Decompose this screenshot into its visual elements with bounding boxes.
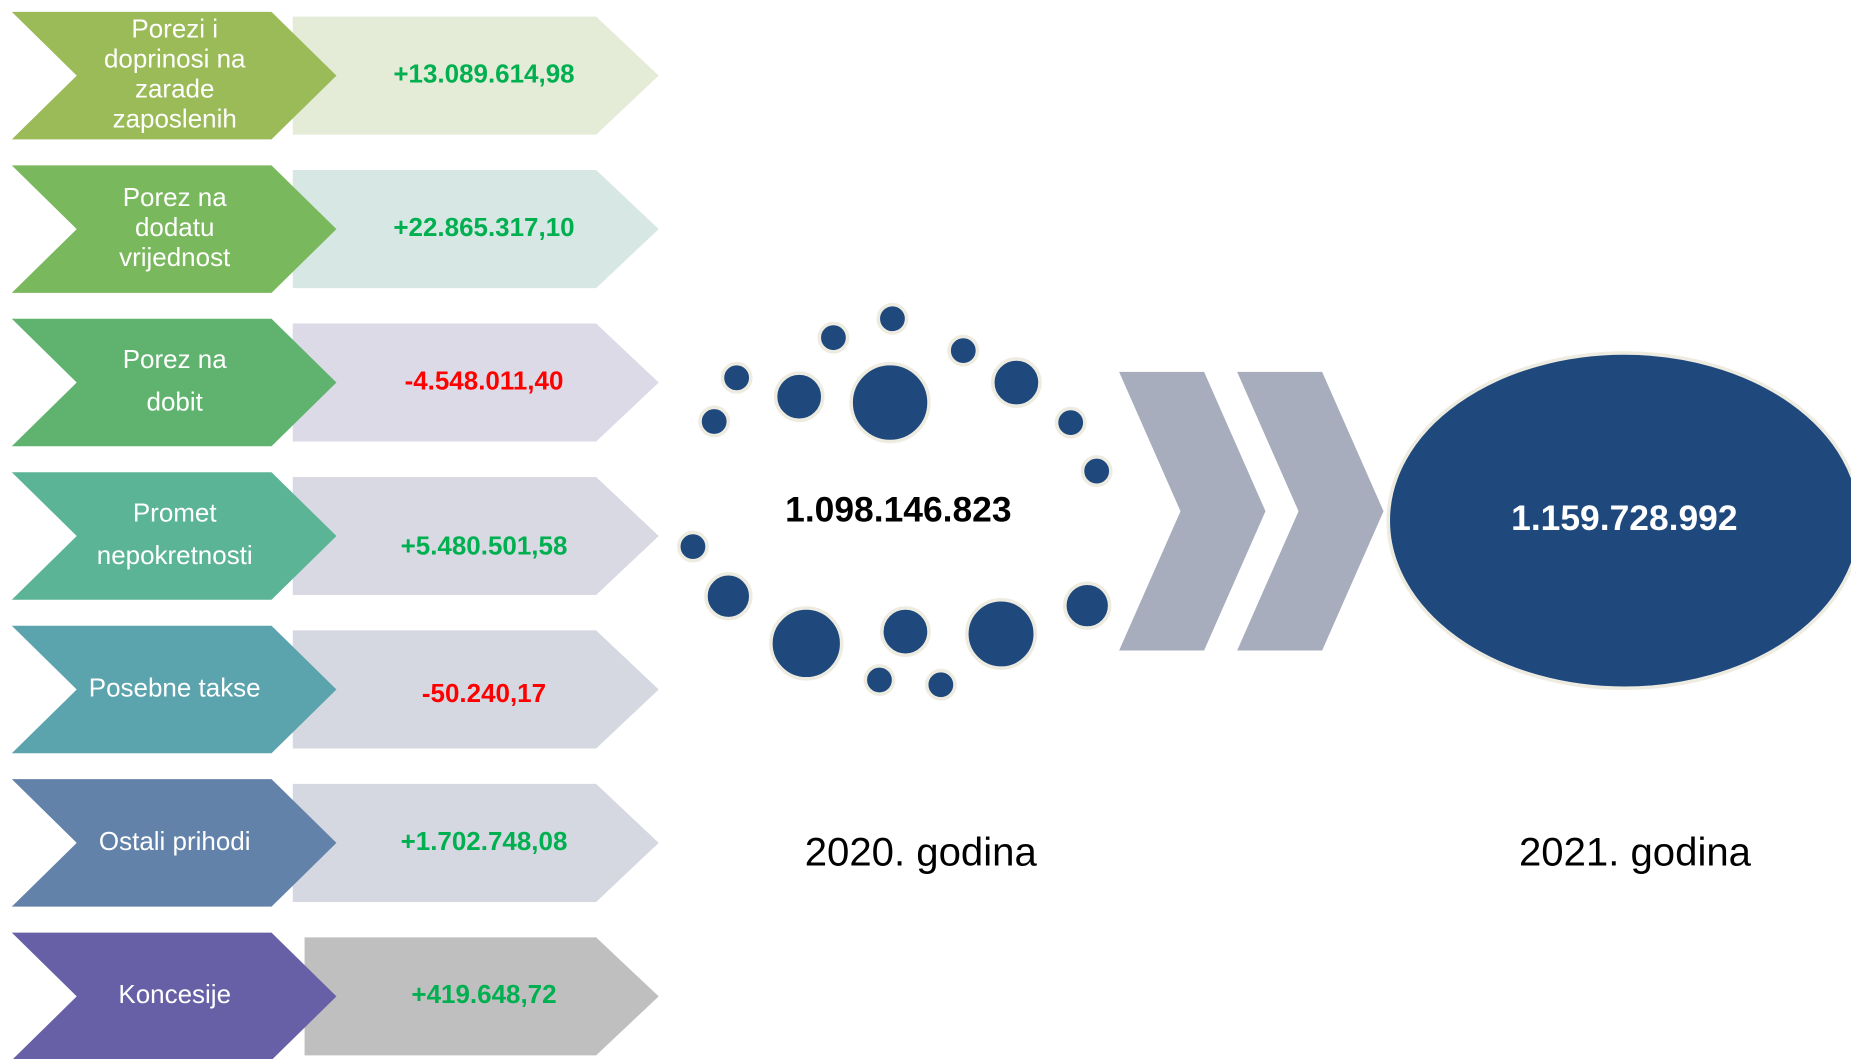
row-value: -4.548.011,40 xyxy=(405,365,564,395)
row-value: +22.865.317,10 xyxy=(393,212,574,242)
label-chevron xyxy=(11,625,337,754)
row-label: zarade xyxy=(135,74,214,104)
row: Ostali prihodi +1.702.748,08 xyxy=(11,779,659,907)
arrow xyxy=(1119,371,1266,651)
row-value: +13.089.614,98 xyxy=(393,58,574,88)
row-label: Ostali prihodi xyxy=(99,826,251,856)
dot xyxy=(817,321,850,354)
row-label: Porezi i xyxy=(131,13,218,43)
dot xyxy=(924,668,957,701)
row-label: Porez na xyxy=(123,182,227,212)
value-chevron xyxy=(292,170,659,289)
row-label: Porez na xyxy=(123,344,227,374)
dot xyxy=(677,530,709,563)
row-label: Promet xyxy=(133,498,217,528)
row-label: doprinosi na xyxy=(104,43,246,73)
dot-ring xyxy=(677,302,1113,701)
row-label: Posebne takse xyxy=(89,672,261,702)
dot xyxy=(769,606,844,681)
row: Promet nepokretnosti +5.480.501,58 xyxy=(11,472,659,600)
label-chevron xyxy=(11,11,337,140)
year-label: 2020. godina xyxy=(805,829,1038,874)
dot xyxy=(698,405,731,438)
row-value: -50.240,17 xyxy=(422,678,546,708)
value-chevron xyxy=(304,937,659,1056)
row-value: +5.480.501,58 xyxy=(401,531,568,561)
dot xyxy=(876,302,909,335)
dot xyxy=(720,361,753,394)
value-chevron xyxy=(292,323,659,442)
dot xyxy=(965,597,1038,670)
row: Posebne takse -50.240,17 xyxy=(11,625,659,754)
value-chevron xyxy=(292,16,659,135)
label-chevron xyxy=(11,932,337,1059)
dot xyxy=(704,571,753,621)
total-2021: 1.159.728.992 xyxy=(1511,498,1737,538)
dot xyxy=(1080,455,1113,488)
dot xyxy=(947,334,980,367)
dot xyxy=(1054,406,1087,439)
arrow xyxy=(1237,371,1384,651)
dot xyxy=(849,361,931,444)
dot xyxy=(991,357,1042,408)
row-label: zaposlenih xyxy=(113,104,237,134)
label-chevron xyxy=(11,165,337,293)
row: Koncesije +419.648,72 xyxy=(11,932,659,1059)
label-chevron xyxy=(11,318,337,447)
value-chevron xyxy=(292,783,659,902)
row-label: nepokretnosti xyxy=(97,540,253,570)
label-chevron xyxy=(11,472,337,600)
label-chevron xyxy=(11,779,337,907)
row-value: +419.648,72 xyxy=(411,979,556,1009)
total-2020: 1.098.146.823 xyxy=(785,490,1011,530)
row-label: dobit xyxy=(147,387,204,417)
dot xyxy=(773,371,825,423)
row-value: +1.702.748,08 xyxy=(401,826,568,856)
dot xyxy=(880,606,931,657)
row-label: dodatu xyxy=(135,212,214,242)
value-chevron xyxy=(292,476,659,596)
dot xyxy=(863,664,896,696)
dot xyxy=(1063,581,1112,630)
value-chevron xyxy=(292,630,659,749)
row: Porez na dobit -4.548.011,40 xyxy=(11,318,659,447)
row-label: Koncesije xyxy=(118,979,231,1009)
total-ellipse xyxy=(1386,351,1851,690)
row-label: vrijednost xyxy=(119,242,231,272)
year-label: 2021. godina xyxy=(1519,829,1752,874)
